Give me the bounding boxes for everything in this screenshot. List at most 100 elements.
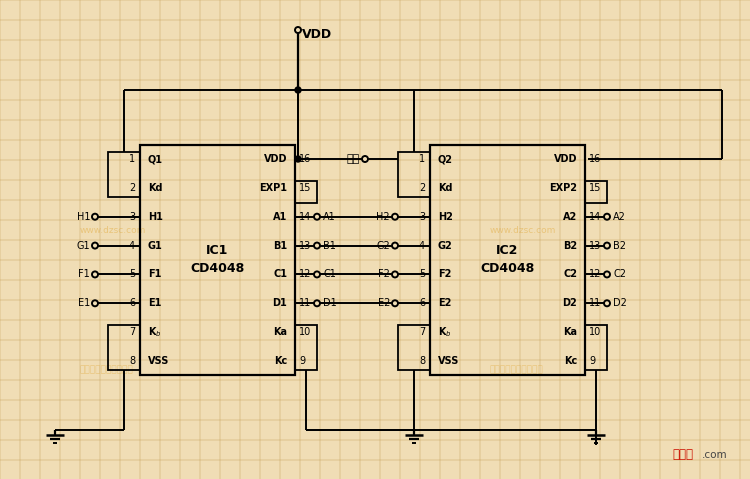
Circle shape xyxy=(295,27,301,33)
Text: B1: B1 xyxy=(323,240,336,251)
Bar xyxy=(295,325,317,370)
Text: .com: .com xyxy=(702,450,727,460)
Text: 12: 12 xyxy=(299,269,311,279)
Text: IC2: IC2 xyxy=(496,243,519,256)
Text: VDD: VDD xyxy=(302,28,332,41)
Text: 8: 8 xyxy=(129,356,135,366)
Text: www.dzsc.com: www.dzsc.com xyxy=(80,226,146,235)
Circle shape xyxy=(92,300,98,306)
Bar xyxy=(585,325,607,370)
Text: VSS: VSS xyxy=(148,356,170,366)
Text: Kd: Kd xyxy=(148,183,163,193)
Circle shape xyxy=(92,214,98,220)
Text: C2: C2 xyxy=(563,269,577,279)
Text: 1: 1 xyxy=(419,154,425,164)
Circle shape xyxy=(314,300,320,306)
Bar xyxy=(398,152,430,197)
Text: Kc: Kc xyxy=(274,356,287,366)
Text: 输出: 输出 xyxy=(346,154,360,164)
Circle shape xyxy=(314,242,320,249)
Text: Ka: Ka xyxy=(563,327,577,337)
Text: D1: D1 xyxy=(323,298,337,308)
Circle shape xyxy=(92,272,98,277)
Text: C1: C1 xyxy=(323,269,336,279)
Text: F1: F1 xyxy=(148,269,161,279)
Text: G2: G2 xyxy=(438,240,453,251)
Text: 10: 10 xyxy=(589,327,602,337)
Circle shape xyxy=(392,242,398,249)
Text: 13: 13 xyxy=(299,240,311,251)
Text: VDD: VDD xyxy=(554,154,577,164)
Text: G1: G1 xyxy=(148,240,163,251)
Text: 16: 16 xyxy=(589,154,602,164)
Text: 接线图: 接线图 xyxy=(672,448,693,461)
Text: 3: 3 xyxy=(129,212,135,222)
Text: Kc: Kc xyxy=(564,356,577,366)
Text: 6: 6 xyxy=(129,298,135,308)
Text: 16: 16 xyxy=(299,154,311,164)
Text: 5: 5 xyxy=(129,269,135,279)
Circle shape xyxy=(295,87,301,93)
Text: IC1: IC1 xyxy=(206,243,229,256)
Text: 15: 15 xyxy=(299,183,311,193)
Text: Kd: Kd xyxy=(438,183,452,193)
Text: 杭州卓宁科技有限公司: 杭州卓宁科技有限公司 xyxy=(490,365,544,375)
Text: 14: 14 xyxy=(299,212,311,222)
Text: VDD: VDD xyxy=(263,154,287,164)
Text: H1: H1 xyxy=(148,212,163,222)
Text: A2: A2 xyxy=(613,212,626,222)
Text: F2: F2 xyxy=(438,269,452,279)
Bar xyxy=(108,325,140,370)
Text: D1: D1 xyxy=(272,298,287,308)
Text: F1: F1 xyxy=(78,269,90,279)
Text: E1: E1 xyxy=(78,298,90,308)
Text: 5: 5 xyxy=(419,269,425,279)
Text: B2: B2 xyxy=(613,240,626,251)
Text: 2: 2 xyxy=(129,183,135,193)
Text: H1: H1 xyxy=(76,212,90,222)
Circle shape xyxy=(392,300,398,306)
Text: CD4048: CD4048 xyxy=(190,262,244,274)
Text: K$_b$: K$_b$ xyxy=(148,325,162,339)
Circle shape xyxy=(392,214,398,220)
Text: www.dzsc.com: www.dzsc.com xyxy=(490,226,556,235)
Text: H2: H2 xyxy=(376,212,390,222)
Text: 3: 3 xyxy=(419,212,425,222)
Text: A1: A1 xyxy=(323,212,336,222)
Text: C2: C2 xyxy=(613,269,626,279)
Circle shape xyxy=(92,242,98,249)
Text: K$_b$: K$_b$ xyxy=(438,325,452,339)
Text: B2: B2 xyxy=(562,240,577,251)
Circle shape xyxy=(604,300,610,306)
Text: H2: H2 xyxy=(438,212,453,222)
Text: 7: 7 xyxy=(129,327,135,337)
Text: E2: E2 xyxy=(377,298,390,308)
Text: C1: C1 xyxy=(273,269,287,279)
Circle shape xyxy=(314,214,320,220)
Bar xyxy=(585,181,607,203)
Text: CD4048: CD4048 xyxy=(480,262,535,274)
Circle shape xyxy=(295,156,301,162)
Text: 2: 2 xyxy=(419,183,425,193)
Text: 1: 1 xyxy=(129,154,135,164)
Text: EXP2: EXP2 xyxy=(549,183,577,193)
Bar xyxy=(430,145,585,375)
Text: Q2: Q2 xyxy=(438,154,453,164)
Text: 13: 13 xyxy=(589,240,602,251)
Circle shape xyxy=(604,272,610,277)
Text: 11: 11 xyxy=(589,298,602,308)
Text: 9: 9 xyxy=(589,356,596,366)
Text: A2: A2 xyxy=(562,212,577,222)
Text: 9: 9 xyxy=(299,356,305,366)
Text: B1: B1 xyxy=(273,240,287,251)
Bar xyxy=(398,325,430,370)
Text: 4: 4 xyxy=(419,240,425,251)
Circle shape xyxy=(604,242,610,249)
Circle shape xyxy=(314,272,320,277)
Text: 8: 8 xyxy=(419,356,425,366)
Text: 15: 15 xyxy=(589,183,602,193)
Text: 4: 4 xyxy=(129,240,135,251)
Circle shape xyxy=(392,272,398,277)
Bar xyxy=(295,181,317,203)
Text: EXP1: EXP1 xyxy=(259,183,287,193)
